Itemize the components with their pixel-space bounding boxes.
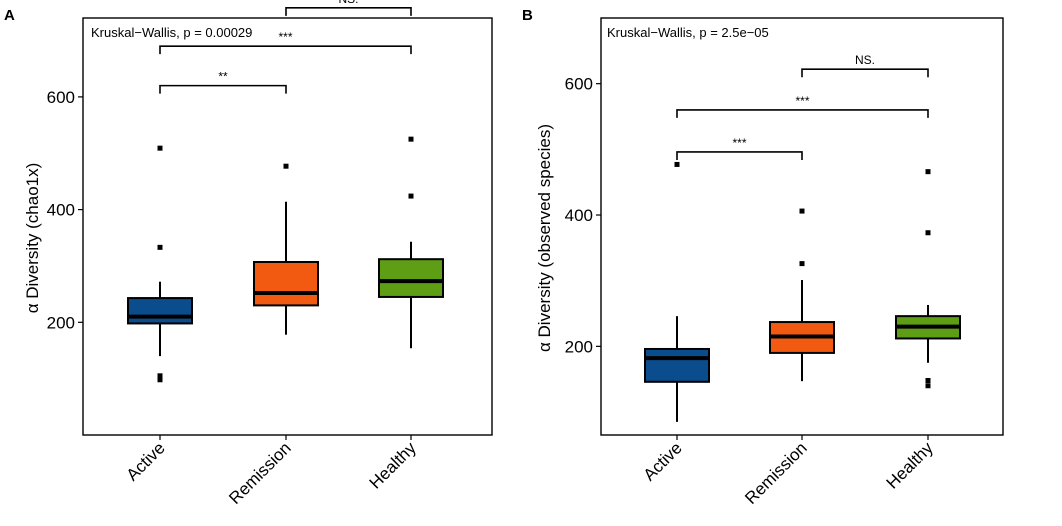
outlier-point (799, 261, 805, 267)
outlier-point (157, 145, 163, 151)
significance-bracket: NS. (801, 53, 929, 78)
significance-label: *** (732, 136, 746, 150)
bracket-line (285, 7, 412, 16)
outlier-point (283, 163, 289, 169)
outlier-point (925, 230, 931, 236)
panel-label: B (522, 7, 533, 24)
x-tick-label: Healthy (883, 438, 938, 493)
panel-a: A Kruskal−Wallis, p = 0.00029 α Diversit… (4, 0, 493, 508)
bracket-line (676, 151, 803, 160)
bracket-line (676, 109, 929, 118)
outlier-point (925, 383, 931, 389)
significance-bracket: NS. (285, 0, 412, 16)
box-active (644, 161, 710, 422)
significance-bracket: *** (676, 136, 803, 160)
outlier-point (157, 244, 163, 250)
box-iqr (127, 297, 193, 325)
box-healthy (895, 169, 961, 389)
x-tick-label: Active (640, 438, 686, 484)
box-remission (769, 208, 835, 382)
box-active (127, 145, 193, 383)
box-iqr (644, 347, 710, 383)
y-tick-label: 200 (47, 313, 75, 332)
outlier-point (925, 377, 931, 383)
x-tick-label: Active (123, 438, 169, 484)
box-healthy (378, 136, 444, 349)
outlier-point (408, 136, 414, 142)
bracket-line (159, 45, 412, 55)
box-iqr (378, 258, 444, 298)
significance-bracket: *** (676, 94, 929, 118)
significance-label: *** (278, 30, 292, 44)
significance-bracket: ** (159, 70, 287, 94)
outlier-point (157, 373, 163, 379)
y-tick-label: 600 (565, 75, 593, 94)
outlier-point (925, 169, 931, 175)
y-axis-label: α Diversity (observed species) (535, 124, 554, 352)
bracket-line (159, 84, 287, 94)
chart-title: Kruskal−Wallis, p = 2.5e−05 (607, 25, 769, 40)
panel-label: A (4, 7, 15, 24)
outlier-point (408, 193, 414, 199)
y-axis-label: α Diversity (chao1x) (23, 163, 42, 314)
significance-label: ** (218, 70, 228, 84)
x-tick-label: Healthy (366, 438, 421, 493)
outlier-point (674, 161, 680, 167)
x-tick-label: Remission (741, 438, 811, 508)
chart-title: Kruskal−Wallis, p = 0.00029 (91, 25, 252, 40)
outlier-point (799, 208, 805, 214)
significance-label: *** (795, 94, 809, 108)
x-tick-label: Remission (225, 438, 295, 508)
y-tick-label: 200 (565, 337, 593, 356)
box-iqr (253, 261, 319, 307)
panel-b: B Kruskal−Wallis, p = 2.5e−05 α Diversit… (522, 7, 1004, 508)
y-tick-label: 400 (565, 206, 593, 225)
box-remission (253, 163, 319, 335)
outlier-point (157, 377, 163, 383)
bracket-line (801, 68, 929, 78)
chart-marks: 200 400 600 Active Remission Healthy *** *** NS. (565, 53, 961, 508)
significance-label: NS. (855, 53, 875, 67)
significance-bracket: *** (159, 30, 412, 55)
y-tick-label: 400 (47, 201, 75, 220)
y-tick-label: 600 (47, 88, 75, 107)
plot-frame (82, 17, 493, 436)
significance-label: NS. (338, 0, 358, 6)
